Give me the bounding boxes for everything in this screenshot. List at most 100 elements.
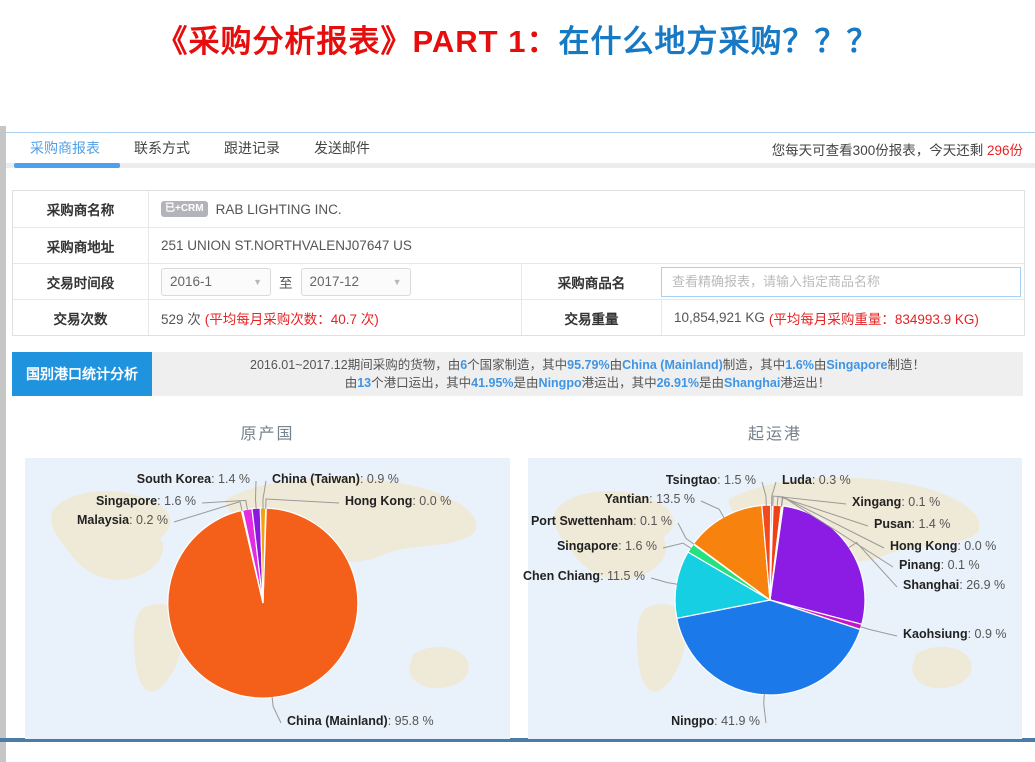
pie-label-value: : 13.5 % <box>649 492 695 506</box>
pie-label-south-korea: South Korea: 1.4 % <box>137 472 250 486</box>
pie-label-name: South Korea <box>136 472 212 486</box>
summary-highlight: 95.79% <box>567 358 610 372</box>
pie-label-name: Singapore <box>556 539 619 553</box>
pie-label-line <box>848 541 898 588</box>
tab-buyer-report[interactable]: 采购商报表 <box>30 140 100 156</box>
trade-period-label: 交易时间段 <box>13 263 148 299</box>
crm-badge: 已+CRM <box>161 201 208 217</box>
pie-label-singapore: Singapore: 1.6 % <box>557 539 657 553</box>
pie-label-value: : 1.5 % <box>717 473 756 487</box>
summary-text: 由 <box>813 358 827 372</box>
stats-summary-line1: 2016.01~2017.12期间采购的货物，由6个国家制造，其中95.79%由… <box>152 356 1023 374</box>
pie-label-kaohsiung: Kaohsiung: 0.9 % <box>903 627 1007 641</box>
pie-label-value: : 26.9 % <box>959 578 1006 592</box>
summary-text: 制造！ <box>887 358 925 372</box>
chevron-down-icon: ▼ <box>392 276 402 287</box>
trade-period-cell: 2016-1 ▼ 至 2017-12 ▼ <box>148 263 521 299</box>
stats-summary-line2: 由13个港口运出，其中41.95%是由Ningpo港运出，其中26.91%是由S… <box>152 374 1023 392</box>
pie-label-line <box>772 495 847 507</box>
period-from-select[interactable]: 2016-1 ▼ <box>161 267 271 296</box>
stats-banner-label: 国别港口统计分析 <box>12 352 152 396</box>
chevron-down-icon: ▼ <box>253 276 262 287</box>
trade-weight-label: 交易重量 <box>521 299 661 335</box>
pie-label-luda: Luda: 0.3 % <box>782 473 851 487</box>
summary-text: 2016.01~2017.12期间采购的货物，由 <box>250 358 461 372</box>
pie-label-line <box>781 495 894 568</box>
pie-label-name: Chen Chiang <box>522 569 601 583</box>
departure-port-pie-chart: Shanghai: 26.9 % Kaohsiung: 0.9 % Ningpo: … <box>523 458 1022 739</box>
buyer-name-cell: 已+CRM RAB LIGHTING INC. <box>148 191 1024 227</box>
buyer-name-label: 采购商名称 <box>46 203 115 218</box>
window-left-edge <box>0 126 6 762</box>
pie-label-value: : 1.6 % <box>618 539 657 553</box>
pie-label-name: Port Swettenham <box>530 514 634 528</box>
summary-highlight: 41.95% <box>471 376 514 390</box>
pie-label-ningpo: Ningpo: 41.9 % <box>671 714 760 728</box>
pie-label-hong-kong: Hong Kong: 0.0 % <box>345 494 451 508</box>
buyer-address-value: 251 UNION ST.NORTHVALENJ07647 US <box>148 227 1024 263</box>
product-search-input[interactable] <box>661 266 1021 297</box>
summary-highlight: Shanghai <box>724 376 781 390</box>
pie-label-line <box>776 495 869 527</box>
pie-label-value: : 95.8 % <box>387 714 434 728</box>
pie-label-value: : 0.2 % <box>129 513 168 527</box>
summary-highlight: China (Mainland) <box>622 358 723 372</box>
tab-follow-up[interactable]: 跟进记录 <box>224 140 280 156</box>
pie-label-name: China (Mainland) <box>287 714 388 728</box>
pie-label-china-taiwan-: China (Taiwan): 0.9 % <box>272 472 399 486</box>
pie-label-value: : 0.1 % <box>901 495 941 509</box>
pie-label-line <box>262 480 267 509</box>
pie-label-pinang: Pinang: 0.1 % <box>899 558 980 572</box>
pie-label-value: : 1.6 % <box>157 494 196 508</box>
pie-label-line <box>700 500 725 519</box>
pie-label-line <box>771 481 777 507</box>
pie-label-value: : 11.5 % <box>600 569 645 583</box>
pie-label-port-swettenham: Port Swettenham: 0.1 % <box>531 514 672 528</box>
summary-text: 由 <box>344 376 358 390</box>
summary-highlight: 13 <box>357 376 372 390</box>
pie-label-chen-chiang: Chen Chiang: 11.5 % <box>523 569 645 583</box>
pie-label-name: Pinang <box>899 558 941 572</box>
pie-label-shanghai: Shanghai: 26.9 % <box>903 578 1005 592</box>
pie-label-singapore: Singapore: 1.6 % <box>96 494 196 508</box>
pie-label-line <box>201 499 248 511</box>
tab-contact-info[interactable]: 联系方式 <box>134 140 190 156</box>
summary-text: 港运出，其中 <box>581 376 657 390</box>
summary-text: 制造，其中 <box>722 358 786 372</box>
product-name-label: 采购商品名 <box>521 263 661 299</box>
page-title-red: 《采购分析报表》PART 1： <box>156 24 559 59</box>
window-bottom-edge <box>0 738 1035 742</box>
summary-text: 个国家制造，其中 <box>467 358 568 372</box>
pie-label-name: Hong Kong <box>890 539 958 553</box>
summary-text: 港运出！ <box>780 376 831 390</box>
pie-label-value: : 0.9 % <box>967 627 1007 641</box>
period-to-select[interactable]: 2017-12 ▼ <box>300 267 411 296</box>
pie-label-line <box>173 500 243 523</box>
quota-prefix: 您每天可查看300份报表，今天还剩 <box>771 143 987 158</box>
tab-bar: 采购商报表 联系方式 跟进记录 发送邮件 <box>6 132 1035 163</box>
summary-text: 个港口运出，其中 <box>371 376 472 390</box>
tab-underline-track <box>6 163 1035 168</box>
buyer-address-label: 采购商地址 <box>13 227 148 263</box>
origin-country-pie-svg <box>51 477 477 724</box>
summary-text: 是由 <box>513 376 539 390</box>
period-from-value: 2016-1 <box>170 274 213 289</box>
quota-remaining: 296份 <box>986 143 1023 158</box>
buyer-name-value: RAB LIGHTING INC. <box>215 201 342 217</box>
pie-label-value: : 0.9 % <box>359 472 399 486</box>
period-to-value: 2017-12 <box>309 274 360 289</box>
pie-label-value: : 0.0 % <box>412 494 452 508</box>
pie-label-line <box>265 498 340 510</box>
pie-label-name: Luda <box>782 473 812 487</box>
world-map-shape <box>409 646 469 689</box>
period-join-text: 至 <box>279 275 293 291</box>
pie-label-name: Ningpo <box>671 714 715 728</box>
trade-weight-value: 10,854,921 KG <box>674 310 765 325</box>
trade-count-value: 529 次 <box>161 311 201 327</box>
origin-country-chart-title: 原产国 <box>240 426 295 443</box>
departure-port-pie-svg <box>554 477 980 724</box>
tab-send-mail[interactable]: 发送邮件 <box>314 140 370 156</box>
world-map-shape <box>51 491 171 580</box>
stats-banner-text: 2016.01~2017.12期间采购的货物，由6个国家制造，其中95.79%由… <box>152 352 1023 396</box>
